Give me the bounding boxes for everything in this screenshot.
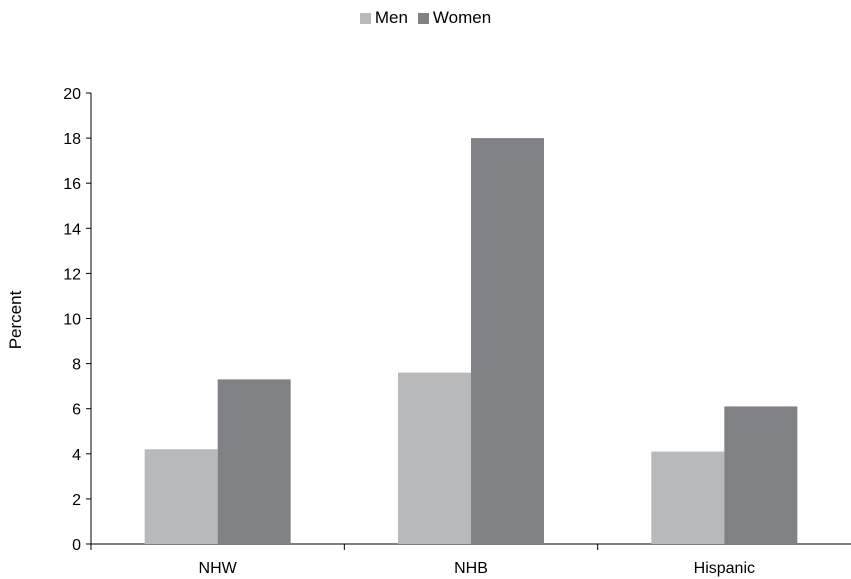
y-tick-label: 10 (63, 312, 81, 329)
legend-item-women: Women (417, 8, 492, 28)
bar-women-nhb (471, 138, 544, 544)
y-tick-label: 4 (72, 447, 81, 464)
y-tick-label: 14 (63, 221, 81, 238)
legend-label-men: Men (374, 8, 408, 27)
y-tick-label: 12 (63, 266, 81, 283)
y-tick-label: 16 (63, 176, 81, 193)
bar-women-nhw (217, 379, 291, 544)
x-tick-label: Hispanic (694, 560, 755, 577)
bar-men-hispanic (651, 451, 725, 544)
y-tick-label: 8 (72, 357, 81, 374)
legend-swatch-men (359, 12, 371, 24)
y-tick-label: 6 (72, 402, 81, 419)
legend-item-men: Men (359, 8, 408, 28)
legend-swatch-women (417, 12, 429, 24)
bar-women-hispanic (724, 406, 798, 544)
x-tick-label: NHB (454, 560, 488, 577)
y-tick-label: 2 (72, 492, 81, 509)
y-tick-label: 20 (63, 86, 81, 103)
y-tick-label: 18 (63, 131, 81, 148)
x-tick-label: NHW (199, 560, 238, 577)
bar-men-nhb (398, 372, 471, 544)
legend-label-women: Women (432, 8, 492, 27)
bar-men-nhw (144, 449, 218, 544)
legend: Men Women (0, 8, 851, 28)
y-tick-label: 0 (72, 537, 81, 554)
